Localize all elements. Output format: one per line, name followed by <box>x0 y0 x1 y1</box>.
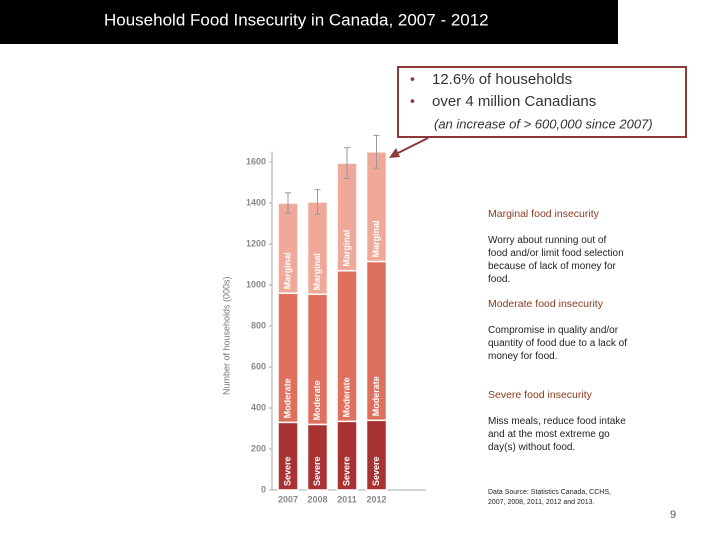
segment-label: Severe <box>312 456 322 486</box>
y-tick-label: 800 <box>251 320 266 330</box>
callout-box <box>397 66 687 138</box>
y-tick-label: 400 <box>251 402 266 412</box>
callout-arrow <box>395 137 429 155</box>
bullet: • <box>410 93 415 109</box>
y-tick-label: 1000 <box>246 279 266 289</box>
segment-label: Marginal <box>371 220 381 257</box>
slide-title: Household Food Insecurity in Canada, 200… <box>104 10 489 29</box>
segment-label: Moderate <box>341 377 351 417</box>
definition-text: Miss meals, reduce food intake and at th… <box>488 416 626 453</box>
segment-label: Marginal <box>341 230 351 267</box>
y-tick-label: 1600 <box>246 156 266 166</box>
definition-heading: Severe food insecurity <box>488 389 592 401</box>
x-tick-label: 2008 <box>307 494 327 504</box>
segment-label: Marginal <box>282 252 292 289</box>
page-number: 9 <box>670 509 676 521</box>
segment-label: Marginal <box>312 253 322 290</box>
segment-label: Moderate <box>371 376 381 416</box>
x-tick-label: 2011 <box>337 494 357 504</box>
x-tick-label: 2007 <box>278 494 298 504</box>
callout-arrowhead <box>389 148 400 158</box>
definition-text: Compromise in quality and/or quantity of… <box>488 325 627 362</box>
bullet: • <box>410 71 415 87</box>
y-tick-label: 0 <box>261 484 266 494</box>
y-tick-label: 1400 <box>246 197 266 207</box>
segment-label: Moderate <box>282 378 292 418</box>
data-source: Data Source: Statistics Canada, CCHS, 20… <box>488 489 611 506</box>
segment-label: Severe <box>341 456 351 486</box>
definition-text: Worry about running out of food and/or l… <box>488 235 624 285</box>
y-axis-title: Number of households (000s) <box>221 276 231 395</box>
callout-bullet: 12.6% of households <box>432 71 572 88</box>
callout-note: (an increase of > 600,000 since 2007) <box>434 116 653 131</box>
y-tick-label: 600 <box>251 361 266 371</box>
definition-heading: Moderate food insecurity <box>488 298 603 310</box>
segment-label: Moderate <box>312 380 322 420</box>
x-tick-label: 2012 <box>366 494 386 504</box>
callout-bullet: over 4 million Canadians <box>432 93 596 110</box>
segment-label: Severe <box>371 456 381 486</box>
y-tick-label: 200 <box>251 443 266 453</box>
segment-label: Severe <box>282 456 292 486</box>
y-tick-label: 1200 <box>246 238 266 248</box>
definition-heading: Marginal food insecurity <box>488 208 599 220</box>
chart: Number of households (000s) 0 200 400 600 800… <box>221 134 426 504</box>
title-bar <box>0 0 618 44</box>
